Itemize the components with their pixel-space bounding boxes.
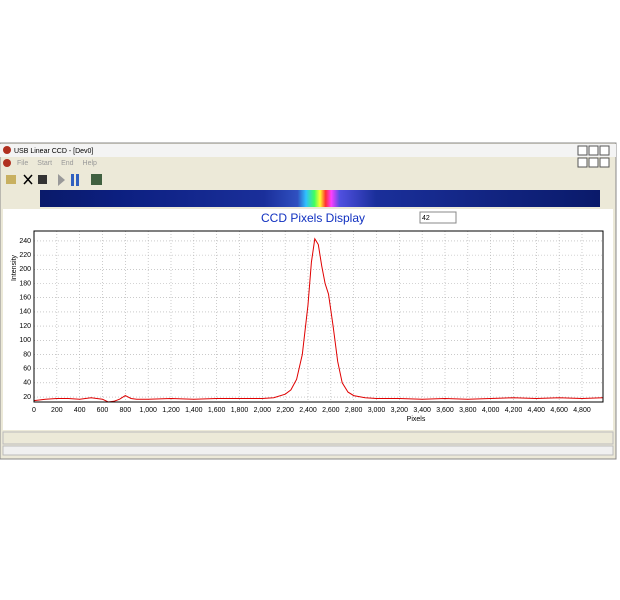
x-tick-label: 1,400 — [185, 407, 203, 414]
x-tick-label: 2,000 — [254, 407, 272, 414]
child-close[interactable] — [599, 157, 610, 168]
menu-item[interactable]: Help — [83, 160, 98, 167]
x-tick-label: 3,000 — [368, 407, 386, 414]
pause-button-2 — [76, 174, 79, 186]
y-tick-label: 40 — [23, 380, 31, 387]
status-bar — [2, 431, 614, 445]
y-tick-label: 160 — [19, 295, 31, 302]
x-tick-label: 2,600 — [322, 407, 340, 414]
maximize[interactable] — [588, 145, 599, 156]
x-tick-label: 1,800 — [231, 407, 249, 414]
y-tick-label: 220 — [19, 252, 31, 259]
scrollbar[interactable] — [2, 445, 614, 456]
spectrum-bar — [40, 190, 600, 207]
y-tick-label: 80 — [23, 351, 31, 358]
app-icon — [3, 146, 11, 154]
y-tick-label: 60 — [23, 365, 31, 372]
settings-button[interactable] — [91, 174, 102, 185]
y-tick-label: 240 — [19, 238, 31, 245]
toolbar — [6, 174, 102, 186]
window-title: USB Linear CCD - [Dev0] — [14, 148, 93, 155]
x-tick-label: 1,600 — [208, 407, 226, 414]
y-tick-label: 180 — [19, 280, 31, 287]
chart-title: CCD Pixels Display — [261, 211, 365, 225]
play-button[interactable] — [58, 174, 65, 186]
x-tick-label: 2,800 — [345, 407, 363, 414]
x-tick-label: 4,800 — [573, 407, 591, 414]
x-tick-label: 2,400 — [299, 407, 317, 414]
menu-item[interactable]: End — [61, 160, 74, 167]
x-tick-label: 4,400 — [528, 407, 546, 414]
x-axis-label: Pixels — [407, 416, 426, 423]
value-input[interactable] — [419, 211, 457, 224]
x-tick-label: 600 — [97, 407, 109, 414]
child-restore[interactable] — [588, 157, 599, 168]
plot: 20 40 60 80 100 120 140 160 180 200 220 240 0 200 400 6… — [19, 231, 603, 414]
value-input-text[interactable]: 42 — [422, 215, 430, 222]
x-tick-label: 400 — [74, 407, 86, 414]
menu-bar: File Start End Help — [17, 160, 97, 167]
menu-item[interactable]: Start — [37, 160, 52, 167]
x-tick-label: 3,600 — [436, 407, 454, 414]
y-axis-label: Intensity — [11, 254, 18, 281]
x-tick-label: 1,000 — [139, 407, 157, 414]
x-tick-label: 4,600 — [550, 407, 568, 414]
pause-button[interactable] — [71, 174, 74, 186]
x-tick-label: 200 — [51, 407, 63, 414]
y-tick-label: 100 — [19, 337, 31, 344]
y-tick-label: 200 — [19, 266, 31, 273]
save-button[interactable] — [38, 175, 47, 184]
x-tick-label: 4,000 — [482, 407, 500, 414]
clear-button[interactable] — [23, 174, 33, 185]
x-tick-label: 3,800 — [459, 407, 477, 414]
y-tick-label: 20 — [23, 394, 31, 401]
x-tick-label: 0 — [32, 407, 36, 414]
x-tick-label: 1,200 — [162, 407, 180, 414]
x-tick-label: 2,200 — [276, 407, 294, 414]
window-buttons[interactable] — [577, 145, 610, 168]
minimize[interactable] — [577, 145, 588, 156]
x-tick-label: 800 — [119, 407, 131, 414]
x-tick-label: 4,200 — [505, 407, 523, 414]
doc-icon — [3, 159, 11, 167]
x-tick-label: 3,200 — [391, 407, 409, 414]
title-bar — [0, 144, 616, 157]
y-tick-label: 120 — [19, 323, 31, 330]
open-button[interactable] — [6, 175, 16, 184]
data-line — [33, 237, 603, 403]
child-minimize[interactable] — [577, 157, 588, 168]
plot-frame — [33, 230, 604, 403]
y-tick-label: 140 — [19, 309, 31, 316]
menu-item[interactable]: File — [17, 160, 28, 167]
x-tick-label: 3,400 — [413, 407, 431, 414]
close[interactable] — [599, 145, 610, 156]
